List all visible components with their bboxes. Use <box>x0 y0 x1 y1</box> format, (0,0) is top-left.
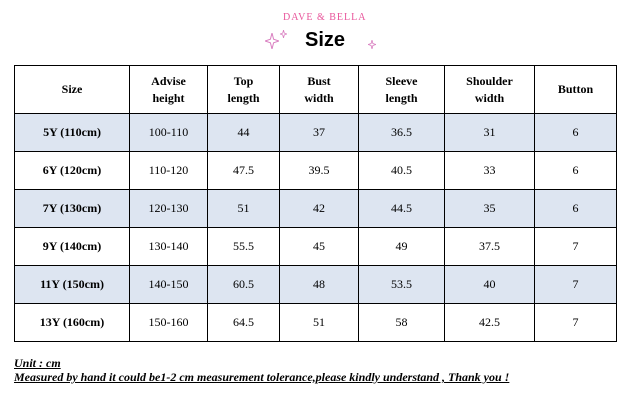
size-chart-table: Size Advise height Top length Bust width Sl… <box>14 65 617 342</box>
size-cell: 6Y (120cm) <box>14 151 130 190</box>
table-cell: 45 <box>279 227 359 266</box>
table-cell: 150-160 <box>129 303 208 342</box>
table-cell: 37.5 <box>444 227 535 266</box>
table-cell: 42 <box>279 189 359 228</box>
size-cell: 13Y (160cm) <box>14 303 130 342</box>
sparkle-icon <box>280 30 287 38</box>
table-cell: 120-130 <box>129 189 208 228</box>
table-cell: 44 <box>207 113 280 152</box>
table-cell: 6 <box>534 113 617 152</box>
column-header-top-length: Top length <box>207 65 280 114</box>
table-cell: 42.5 <box>444 303 535 342</box>
sparkle-icon <box>265 33 279 49</box>
table-cell: 7 <box>534 303 617 342</box>
table-cell: 7 <box>534 265 617 304</box>
table-cell: 40.5 <box>358 151 445 190</box>
table-cell: 35 <box>444 189 535 228</box>
unit-note: Unit : cm <box>14 356 61 370</box>
table-cell: 58 <box>358 303 445 342</box>
table-cell: 44.5 <box>358 189 445 228</box>
table-cell: 49 <box>358 227 445 266</box>
table-cell: 36.5 <box>358 113 445 152</box>
table-cell: 40 <box>444 265 535 304</box>
size-cell: 9Y (140cm) <box>14 227 130 266</box>
table-cell: 6 <box>534 189 617 228</box>
size-cell: 7Y (130cm) <box>14 189 130 228</box>
table-cell: 31 <box>444 113 535 152</box>
table-row: 6Y (120cm) 110-120 47.5 39.5 40.5 33 6 <box>14 151 617 190</box>
table-cell: 39.5 <box>279 151 359 190</box>
table-row: 13Y (160cm) 150-160 64.5 51 58 42.5 7 <box>14 303 617 342</box>
table-cell: 130-140 <box>129 227 208 266</box>
table-cell: 100-110 <box>129 113 208 152</box>
table-cell: 47.5 <box>207 151 280 190</box>
table-cell: 48 <box>279 265 359 304</box>
column-header-button: Button <box>534 65 617 114</box>
table-cell: 53.5 <box>358 265 445 304</box>
table-cell: 6 <box>534 151 617 190</box>
table-cell: 110-120 <box>129 151 208 190</box>
sparkle-icon <box>368 40 376 49</box>
measurement-note: Measured by hand it could be1-2 cm measu… <box>14 370 510 384</box>
table-cell: 51 <box>207 189 280 228</box>
table-cell: 140-150 <box>129 265 208 304</box>
table-row: 7Y (130cm) 120-130 51 42 44.5 35 6 <box>14 189 617 228</box>
table-cell: 33 <box>444 151 535 190</box>
size-cell: 5Y (110cm) <box>14 113 130 152</box>
table-cell: 55.5 <box>207 227 280 266</box>
table-row: 11Y (150cm) 140-150 60.5 48 53.5 40 7 <box>14 265 617 304</box>
table-cell: 60.5 <box>207 265 280 304</box>
table-cell: 7 <box>534 227 617 266</box>
column-header-advise-height: Advise height <box>129 65 208 114</box>
column-header-bust-width: Bust width <box>279 65 359 114</box>
brand-name: DAVE & BELLA <box>283 12 367 23</box>
table-row: 9Y (140cm) 130-140 55.5 45 49 37.5 7 <box>14 227 617 266</box>
table-cell: 51 <box>279 303 359 342</box>
page-title: Size <box>305 29 346 51</box>
table-cell: 37 <box>279 113 359 152</box>
table-cell: 64.5 <box>207 303 280 342</box>
column-header-shoulder-width: Shoulder width <box>444 65 535 114</box>
size-cell: 11Y (150cm) <box>14 265 130 304</box>
table-row: 5Y (110cm) 100-110 44 37 36.5 31 6 <box>14 113 617 152</box>
column-header-sleeve-length: Sleeve length <box>358 65 445 114</box>
column-header-size: Size <box>14 65 130 114</box>
table-header-row: Size Advise height Top length Bust width Sl… <box>14 65 617 114</box>
